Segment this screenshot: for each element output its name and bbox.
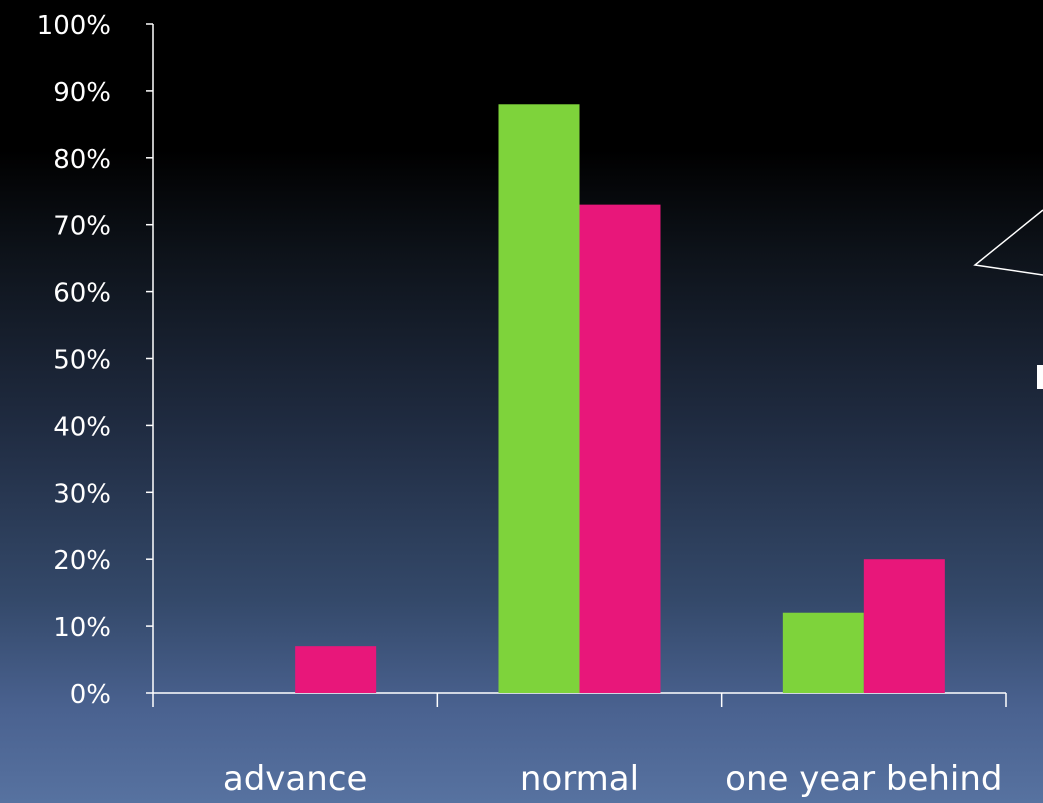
bar-normal-series-2 [579, 204, 661, 693]
callout-shape [973, 209, 1043, 276]
y-tick-label: 40% [53, 412, 111, 442]
y-tick-label: 60% [53, 279, 111, 309]
y-tick-label: 50% [53, 346, 111, 376]
category-label: one year behind [725, 759, 1002, 799]
x-axis [152, 692, 1007, 707]
y-tick-label: 30% [53, 479, 111, 509]
y-tick-label: 0% [70, 680, 111, 710]
y-tick-label: 70% [53, 212, 111, 242]
category-label: advance [223, 759, 368, 799]
y-tick-label: 90% [53, 78, 111, 108]
callout-text-fragment [1037, 365, 1043, 389]
bar-normal-series-1 [498, 104, 580, 693]
category-labels: advance normal one year behind [223, 759, 1003, 799]
bar-one-year-behind-series-2 [863, 559, 945, 693]
y-tick-label: 10% [53, 613, 111, 643]
category-label: normal [520, 759, 639, 799]
bars [295, 104, 945, 693]
bar-advance-series-2 [295, 646, 377, 693]
y-tick-label: 20% [53, 546, 111, 576]
y-axis: 0% 10% 20% 30% 40% 50% 60% 70% 80% 90% 100% [37, 11, 154, 710]
bar-one-year-behind-series-1 [782, 612, 864, 693]
y-tick-label: 100% [37, 11, 111, 41]
y-tick-label: 80% [53, 145, 111, 175]
